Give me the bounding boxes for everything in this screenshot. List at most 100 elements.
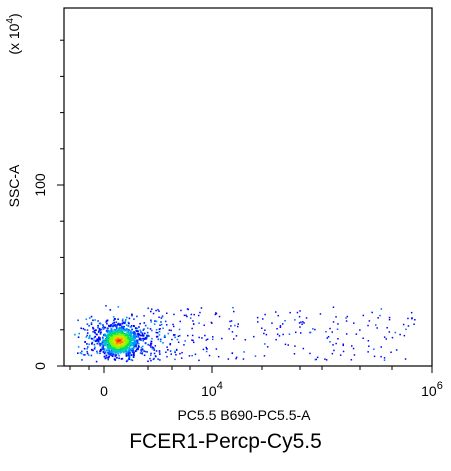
sparse-dot: [386, 327, 388, 329]
mid-dot: [95, 360, 98, 363]
mid-dot: [114, 352, 117, 354]
mid-dot: [103, 347, 106, 350]
core-dot: [104, 326, 106, 329]
core-dot: [121, 328, 123, 330]
core-dot: [131, 328, 133, 331]
core-dot: [134, 350, 137, 352]
mid-dot: [162, 327, 164, 330]
figure-title: FCER1-Percp-Cy5.5: [129, 430, 322, 453]
core-dot: [133, 343, 135, 345]
core-dot: [128, 341, 131, 344]
sparse-dot: [199, 311, 201, 314]
sparse-dot: [402, 323, 405, 326]
mid-dot: [127, 354, 130, 357]
core-dot: [137, 345, 140, 348]
core-dot: [118, 331, 120, 334]
core-dot: [120, 331, 123, 334]
mid-dot: [88, 336, 91, 338]
sparse-dot: [205, 339, 208, 341]
core-dot: [130, 342, 132, 345]
mid-dot: [159, 340, 162, 343]
sparse-dot: [177, 341, 180, 343]
core-dot: [114, 325, 117, 327]
mid-dot: [109, 354, 112, 356]
core-dot: [135, 335, 138, 338]
core-dot: [118, 329, 120, 332]
mid-dot: [106, 322, 108, 325]
core-dot: [106, 329, 108, 332]
mid-dot: [149, 357, 151, 360]
mid-dot: [77, 352, 79, 354]
mid-dot: [146, 335, 148, 338]
mid-dot: [143, 354, 146, 357]
core-dot: [117, 347, 120, 349]
mid-dot: [163, 336, 166, 338]
mid-dot: [90, 321, 93, 324]
mid-dot: [139, 322, 141, 325]
mid-dot: [111, 322, 114, 325]
core-dot: [128, 351, 130, 354]
core-dot: [92, 327, 95, 330]
core-dot: [116, 342, 118, 345]
sparse-dot: [352, 347, 355, 350]
mid-dot: [148, 335, 150, 337]
sparse-dot: [353, 354, 356, 356]
core-dot: [110, 350, 113, 353]
mid-dot: [86, 329, 89, 331]
core-dot: [122, 339, 125, 342]
mid-dot: [153, 323, 156, 325]
core-dot: [130, 349, 133, 352]
core-dot: [135, 348, 138, 351]
mid-dot: [130, 335, 132, 337]
core-dot: [115, 343, 117, 346]
mid-dot: [88, 317, 91, 319]
core-dot: [97, 338, 100, 341]
core-dot: [109, 333, 112, 336]
core-dot: [117, 335, 120, 337]
core-dot: [98, 343, 101, 345]
sparse-dot: [186, 308, 189, 310]
core-dot: [126, 343, 129, 346]
core-dot: [113, 334, 116, 337]
sparse-dot: [342, 343, 344, 345]
core-dot: [132, 349, 134, 352]
core-dot: [134, 337, 136, 339]
core-dot: [122, 347, 124, 349]
mid-dot: [130, 325, 133, 327]
core-dot: [130, 331, 133, 334]
mid-dot: [141, 345, 144, 348]
mid-dot: [84, 354, 86, 356]
mid-dot: [140, 331, 142, 333]
core-dot: [114, 355, 117, 358]
mid-dot: [167, 349, 169, 351]
sparse-dot: [351, 345, 353, 347]
core-dot: [142, 334, 145, 337]
mid-dot: [110, 354, 112, 357]
sparse-dot: [373, 348, 375, 350]
core-dot: [112, 353, 115, 356]
sparse-dot: [332, 306, 335, 308]
mid-dot: [151, 337, 153, 340]
sparse-dot: [350, 359, 353, 361]
sparse-dot: [353, 322, 355, 324]
core-dot: [113, 324, 116, 327]
sparse-dot: [168, 329, 171, 331]
sparse-dot: [405, 328, 407, 331]
core-dot: [112, 337, 114, 339]
core-dot: [137, 347, 139, 350]
core-dot: [131, 335, 133, 337]
core-dot: [135, 344, 137, 346]
core-dot: [106, 327, 109, 330]
mid-dot: [114, 354, 117, 356]
mid-dot: [169, 350, 172, 352]
core-dot: [113, 336, 116, 339]
mid-dot: [87, 346, 89, 348]
mid-dot: [178, 334, 181, 337]
core-dot: [111, 344, 114, 347]
sparse-dot: [329, 327, 331, 330]
y-tick-label-100: 100: [32, 173, 48, 197]
core-dot: [99, 348, 102, 351]
sparse-dot: [188, 355, 191, 357]
core-dot: [111, 336, 114, 339]
mid-dot: [92, 349, 94, 352]
